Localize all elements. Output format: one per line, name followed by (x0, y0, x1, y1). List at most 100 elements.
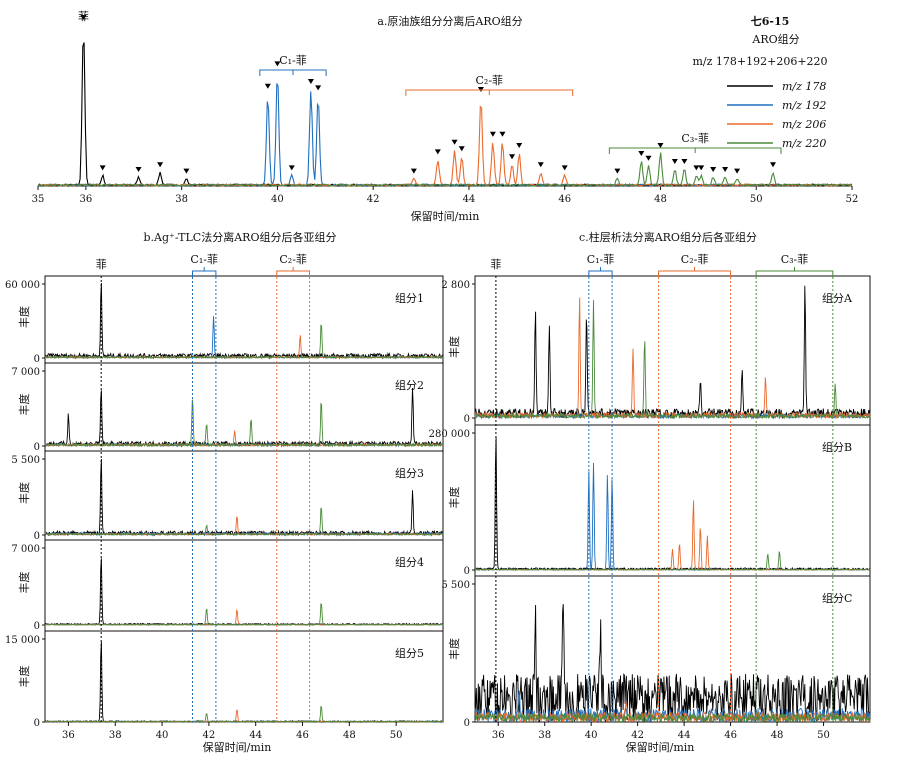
annotation-label: 菲 (78, 10, 89, 23)
b-subpanel-name: 组分1 (395, 291, 424, 305)
panel-a-xtick-label: 42 (367, 194, 380, 205)
panel-a: 35 36 38 40 42 44 46 48 50 52 菲 C₁-菲 C₂-菲 C₃-菲 m/z 178… (32, 10, 859, 205)
legend-label: m/z 192 (782, 99, 826, 112)
c-subpanel-name: 组分A (822, 291, 853, 305)
annotation-label: C₁-菲 (279, 54, 307, 67)
b-ymin-label: 0 (34, 531, 40, 542)
b-subpanel-name: 组分2 (395, 378, 424, 392)
b-ymax-label: 7 000 (11, 367, 40, 378)
b-xtick-label: 42 (203, 730, 216, 741)
peak-marker (657, 143, 664, 148)
b-ymax-label: 5 500 (11, 455, 40, 466)
c-bracket (588, 267, 613, 277)
b-trace (45, 558, 444, 626)
sample-label: 七6-15 (751, 14, 790, 28)
peak-marker (274, 61, 281, 67)
c-xtick-label: 40 (585, 730, 598, 741)
c-xtick-label: 36 (492, 730, 505, 741)
peak-marker (183, 168, 190, 174)
c-ymax-label: 2 800 (441, 280, 470, 291)
b-frame (44, 275, 444, 723)
b-ymin-label: 0 (34, 621, 40, 632)
b-trace (44, 282, 444, 360)
b-xtick-label: 36 (62, 730, 75, 741)
peak-marker (734, 168, 741, 174)
peak-marker (288, 165, 295, 171)
c-ylabel: 丰度 (447, 336, 461, 358)
c-xtick-label: 42 (631, 730, 644, 741)
c-xtick-label: 50 (817, 730, 830, 741)
c-annotation: C₃-菲 (781, 253, 809, 266)
b-xtick-label: 40 (156, 730, 169, 741)
b-trace (44, 709, 444, 723)
peak-marker (489, 131, 496, 137)
b-trace (44, 603, 444, 626)
peak-marker (561, 165, 568, 171)
peak-marker (80, 15, 87, 20)
legend-label: m/z 178 (782, 80, 826, 93)
b-xtick-label: 44 (249, 730, 262, 741)
b-trace (44, 324, 444, 359)
panel-a-xtick-label: 35 (32, 194, 45, 205)
c-ylabel: 丰度 (447, 638, 461, 660)
b-annotation: C₂-菲 (279, 253, 307, 266)
b-ymin-label: 0 (34, 718, 40, 729)
b-trace (44, 458, 444, 537)
peak-marker (135, 167, 142, 172)
peak-marker (681, 159, 688, 164)
b-subpanel-name: 组分5 (395, 646, 424, 660)
b-ymax-label: 60 000 (5, 280, 40, 291)
b-xtick-label: 50 (390, 730, 403, 741)
peak-marker (638, 151, 645, 156)
panel-a-xtick-label: 48 (654, 194, 667, 205)
b-annotation: C₁-菲 (190, 253, 218, 266)
panel-c-xlabel: 保留时间/min (626, 740, 695, 754)
c-trace (474, 300, 871, 420)
b-bracket (276, 267, 311, 277)
panel-a-xlabel: 保留时间/min (411, 209, 480, 223)
b-ymin-label: 0 (34, 354, 40, 365)
c-ymax-label: 5 500 (441, 580, 470, 591)
peak-marker (451, 139, 458, 145)
fraction-label: ARO组分 (751, 32, 799, 46)
b-bracket (191, 267, 217, 277)
b-annotation: 菲 (96, 258, 107, 271)
annotation-label: C₃-菲 (681, 132, 709, 145)
bracket (608, 147, 782, 154)
peak-marker (264, 83, 271, 89)
peak-marker (499, 131, 506, 137)
b-trace (44, 316, 444, 359)
annotation-label: C₂-菲 (476, 74, 504, 87)
b-xtick-label: 48 (343, 730, 356, 741)
peak-marker (315, 85, 322, 91)
peak-marker (516, 143, 523, 148)
c-xtick-label: 44 (678, 730, 691, 741)
c-trace (474, 500, 871, 571)
panel-a-trace (37, 152, 853, 187)
mz-sum-label: m/z 178+192+206+220 (692, 55, 827, 68)
b-ylabel: 丰度 (17, 666, 31, 688)
b-subpanel-name: 组分4 (395, 555, 424, 569)
panel-a-title: a.原油族组分分离后ARO组分 (377, 14, 522, 28)
b-ymin-label: 0 (34, 442, 40, 453)
c-ymin-label: 0 (464, 414, 470, 425)
b-trace (45, 608, 444, 626)
b-ymax-label: 15 000 (5, 635, 40, 646)
panel-b-xlabel: 保留时间/min (203, 740, 272, 754)
b-ylabel: 丰度 (17, 306, 31, 328)
peak-marker (509, 154, 516, 160)
c-xtick-label: 48 (771, 730, 784, 741)
c-xtick-label: 46 (724, 730, 737, 741)
peak-marker (693, 165, 700, 171)
c-ymin-label: 0 (464, 718, 470, 729)
c-ymin-label: 0 (464, 566, 470, 577)
c-bracket (755, 267, 834, 277)
b-trace (44, 705, 444, 723)
c-trace (474, 604, 871, 723)
legend-label: m/z 206 (782, 118, 826, 131)
peak-marker (434, 149, 441, 155)
panel-a-xtick-label: 50 (750, 194, 763, 205)
b-xtick-label: 46 (296, 730, 309, 741)
c-ylabel: 丰度 (447, 487, 461, 509)
